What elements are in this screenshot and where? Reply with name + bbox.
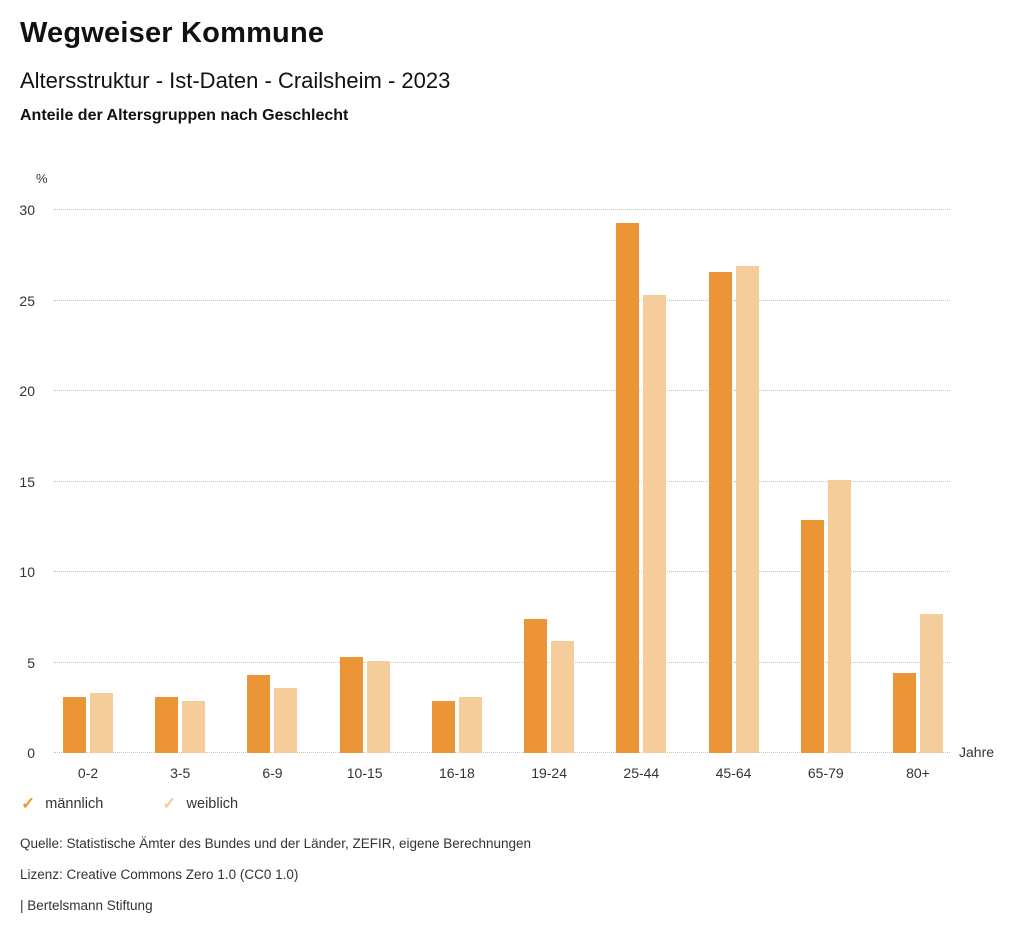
bar-group-3-5: 3-5 (155, 210, 206, 781)
bar-group-80+: 80+ (892, 210, 943, 781)
legend-label: männlich (45, 795, 104, 812)
bar-weiblich-10-15[interactable] (366, 660, 390, 753)
bar-weiblich-0-2[interactable] (90, 693, 113, 753)
bar-weiblich-6-9[interactable] (274, 687, 298, 753)
gridline-y-30 (54, 209, 950, 210)
bar-group-45-64: 45-64 (708, 210, 759, 781)
gridline-y-10 (54, 571, 950, 572)
legend-item-weiblich[interactable]: ✓ weiblich (162, 795, 238, 812)
bar-group-0-2: 0-2 (63, 210, 113, 781)
bar-männlich-45-64[interactable] (708, 271, 732, 753)
bar-männlich-0-2[interactable] (63, 696, 86, 753)
bar-männlich-65-79[interactable] (800, 519, 824, 753)
bar-männlich-25-44[interactable] (616, 222, 640, 753)
gridline-y-5 (54, 661, 950, 663)
bar-männlich-80+[interactable] (892, 673, 916, 753)
y-tick-label-20: 20 (19, 383, 35, 399)
gridline-y-15 (54, 480, 950, 482)
gridline-y-25 (54, 299, 950, 301)
x-tick-label-16-18: 16-18 (438, 765, 475, 781)
legend-item-männlich[interactable]: ✓ männlich (21, 795, 103, 812)
legend-label: weiblich (186, 795, 239, 812)
page-title: Wegweiser Kommune (20, 17, 325, 49)
bar-weiblich-80+[interactable] (919, 613, 943, 753)
x-tick-label-80+: 80+ (906, 765, 930, 781)
bar-group-65-79: 65-79 (800, 210, 851, 781)
bar-männlich-10-15[interactable] (339, 657, 363, 753)
chart-footer: Quelle: Statistische Ämter des Bundes un… (20, 836, 1004, 914)
chart-subtitle: Altersstruktur - Ist-Daten - Crailsheim … (20, 68, 451, 93)
y-tick-label-0: 0 (27, 745, 35, 761)
y-axis-unit-label: % (36, 171, 48, 186)
x-tick-label-10-15: 10-15 (346, 765, 383, 781)
bar-groups: 0-2 3-5 6-9 10-15 16-18 19-24 25-44 45-64 65-79 8… (54, 210, 950, 781)
bar-group-25-44: 25-44 (616, 210, 667, 781)
bar-männlich-19-24[interactable] (524, 619, 548, 753)
bar-weiblich-19-24[interactable] (551, 640, 575, 753)
bar-männlich-3-5[interactable] (155, 696, 179, 753)
brand-note: | Bertelsmann Stiftung (20, 898, 153, 913)
x-tick-label-0-2: 0-2 (77, 765, 99, 781)
x-tick-label-3-5: 3-5 (170, 765, 191, 781)
gridline-y-20 (54, 390, 950, 391)
y-tick-label-30: 30 (19, 202, 35, 218)
x-tick-label-65-79: 65-79 (807, 765, 844, 781)
bar-group-19-24: 19-24 (524, 210, 575, 781)
chart-caption: Anteile der Altersgruppen nach Geschlech… (20, 107, 349, 124)
bar-weiblich-3-5[interactable] (182, 700, 206, 753)
license-note: Lizenz: Creative Commons Zero 1.0 (CC0 1… (20, 867, 299, 882)
bar-chart-plot-area: % Jahre 0 5 10 15 20 25 30 0-2 3-5 6-9 10-15 16-18 1… (19, 171, 994, 781)
y-tick-label-5: 5 (27, 654, 35, 671)
x-tick-label-19-24: 19-24 (531, 765, 567, 781)
y-tick-label-25: 25 (19, 292, 35, 309)
x-tick-label-45-64: 45-64 (715, 765, 752, 781)
check-icon: ✓ (162, 794, 177, 813)
bar-group-10-15: 10-15 (339, 210, 390, 781)
bar-group-6-9: 6-9 (247, 210, 298, 781)
bar-weiblich-45-64[interactable] (735, 266, 759, 753)
chart-legend: ✓ männlich ✓ weiblich (21, 795, 1004, 812)
check-icon: ✓ (21, 794, 36, 813)
gridline-y-0 (54, 752, 950, 753)
bar-männlich-16-18[interactable] (431, 700, 455, 753)
bar-männlich-6-9[interactable] (247, 675, 271, 753)
x-tick-label-25-44: 25-44 (623, 765, 660, 781)
bar-weiblich-65-79[interactable] (827, 479, 851, 753)
bar-group-16-18: 16-18 (431, 210, 482, 781)
x-axis-unit-label: Jahre (959, 744, 995, 760)
y-tick-label-10: 10 (19, 564, 35, 580)
source-note: Quelle: Statistische Ämter des Bundes un… (20, 836, 532, 851)
x-tick-label-6-9: 6-9 (262, 765, 283, 781)
bar-weiblich-16-18[interactable] (458, 696, 482, 753)
y-tick-label-15: 15 (19, 473, 35, 490)
bar-weiblich-25-44[interactable] (643, 295, 667, 753)
